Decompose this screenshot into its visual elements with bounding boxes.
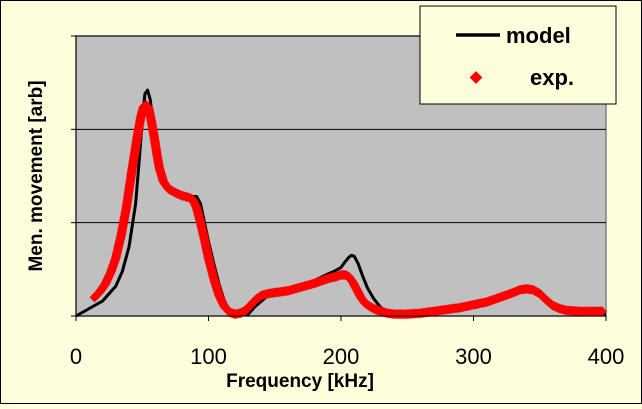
legend-label-model: model	[506, 23, 571, 48]
x-axis-title: Frequency [kHz]	[226, 371, 374, 392]
legend: model exp.	[419, 5, 617, 105]
legend-diamond-symbol	[469, 71, 483, 84]
axis-layer: 0 100 200 300 400	[70, 35, 625, 369]
data-point-exp	[597, 306, 608, 317]
y-axis-title: Men. movement [arb]	[26, 80, 47, 271]
series-layer	[75, 88, 608, 320]
x-tick-label: 300	[455, 344, 492, 369]
legend-label-exp: exp.	[530, 65, 574, 90]
legend-box	[419, 5, 617, 105]
x-tick-label: 200	[323, 344, 360, 369]
x-tick-label: 400	[588, 344, 625, 369]
x-tick-label: 0	[70, 344, 82, 369]
x-tick-label: 100	[190, 344, 227, 369]
